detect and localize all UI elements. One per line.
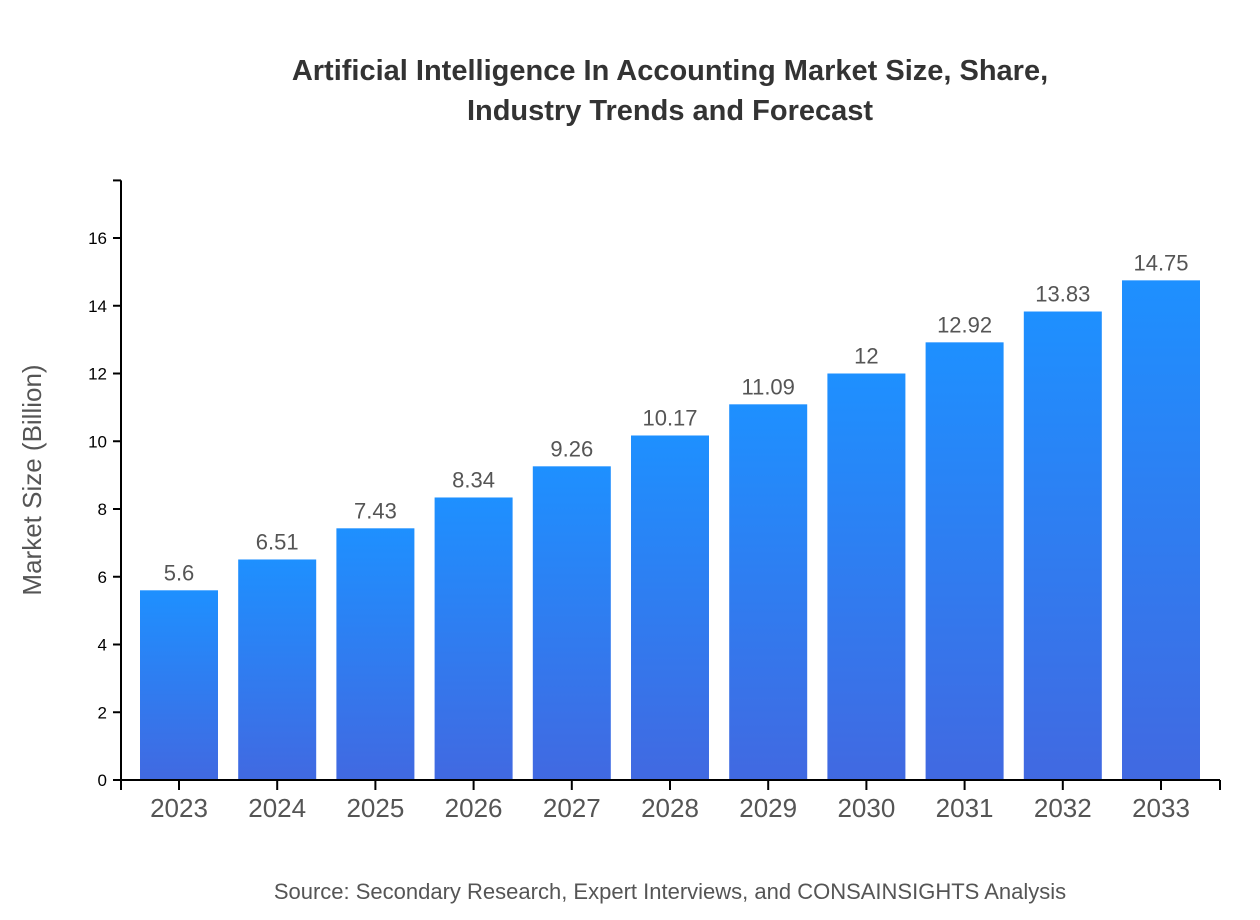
x-tick-label: 2030 — [837, 793, 895, 823]
data-label: 8.34 — [452, 467, 495, 492]
data-label: 9.26 — [550, 436, 593, 461]
x-tick-label: 2026 — [445, 793, 503, 823]
data-label: 5.6 — [164, 560, 195, 585]
bar-2023 — [140, 590, 218, 780]
data-label: 14.75 — [1133, 250, 1188, 275]
x-tick-label: 2028 — [641, 793, 699, 823]
x-tick-label: 2032 — [1034, 793, 1092, 823]
x-tick-label: 2033 — [1132, 793, 1190, 823]
bar-2027 — [532, 466, 611, 780]
bar-2024 — [238, 559, 317, 780]
y-tick-label: 16 — [88, 229, 107, 248]
bar-2031 — [925, 342, 1004, 780]
bar-2030 — [827, 373, 906, 780]
x-axis: 2023 2024 2025 2026 2027 2028 2029 2030 2031 2032… — [120, 779, 1221, 823]
x-tick-label: 2025 — [346, 793, 404, 823]
y-tick-label: 8 — [98, 500, 107, 519]
bar-2028 — [631, 435, 709, 780]
y-tick-label: 10 — [88, 432, 107, 451]
x-tick-label: 2031 — [936, 793, 994, 823]
bar-2033 — [1122, 280, 1200, 780]
y-tick-label: 2 — [98, 703, 107, 722]
data-label: 12 — [854, 344, 878, 369]
x-tick-label: 2024 — [248, 793, 306, 823]
data-label: 6.51 — [256, 529, 299, 554]
y-tick-label: 12 — [88, 365, 107, 384]
bar-2032 — [1023, 311, 1102, 780]
x-tick-label: 2027 — [543, 793, 601, 823]
y-axis-label: Market Size (Billion) — [17, 364, 47, 595]
source-note: Source: Secondary Research, Expert Inter… — [274, 879, 1066, 904]
y-tick-label: 0 — [98, 771, 107, 790]
data-label: 7.43 — [354, 498, 397, 523]
x-tick-label: 2023 — [150, 793, 208, 823]
y-tick-label: 14 — [88, 297, 107, 316]
y-axis: 0 2 4 6 8 10 12 14 16 — [88, 179, 122, 790]
bars: 5.6 6.51 7.43 8.34 9.26 10.17 11.09 12 12.92 13.8… — [140, 250, 1200, 780]
x-tick-label: 2029 — [739, 793, 797, 823]
y-tick-label: 4 — [98, 636, 107, 655]
chart-title-line-2: Industry Trends and Forecast — [467, 95, 873, 127]
data-label: 10.17 — [642, 405, 697, 430]
bar-2026 — [434, 497, 513, 780]
bar-2029 — [729, 404, 808, 780]
y-tick-label: 6 — [98, 568, 107, 587]
data-label: 11.09 — [741, 374, 794, 399]
bar-2025 — [336, 528, 415, 780]
data-label: 12.92 — [937, 312, 992, 337]
chart-title-line-1: Artificial Intelligence In Accounting Ma… — [292, 55, 1048, 87]
data-label: 13.83 — [1035, 282, 1090, 307]
